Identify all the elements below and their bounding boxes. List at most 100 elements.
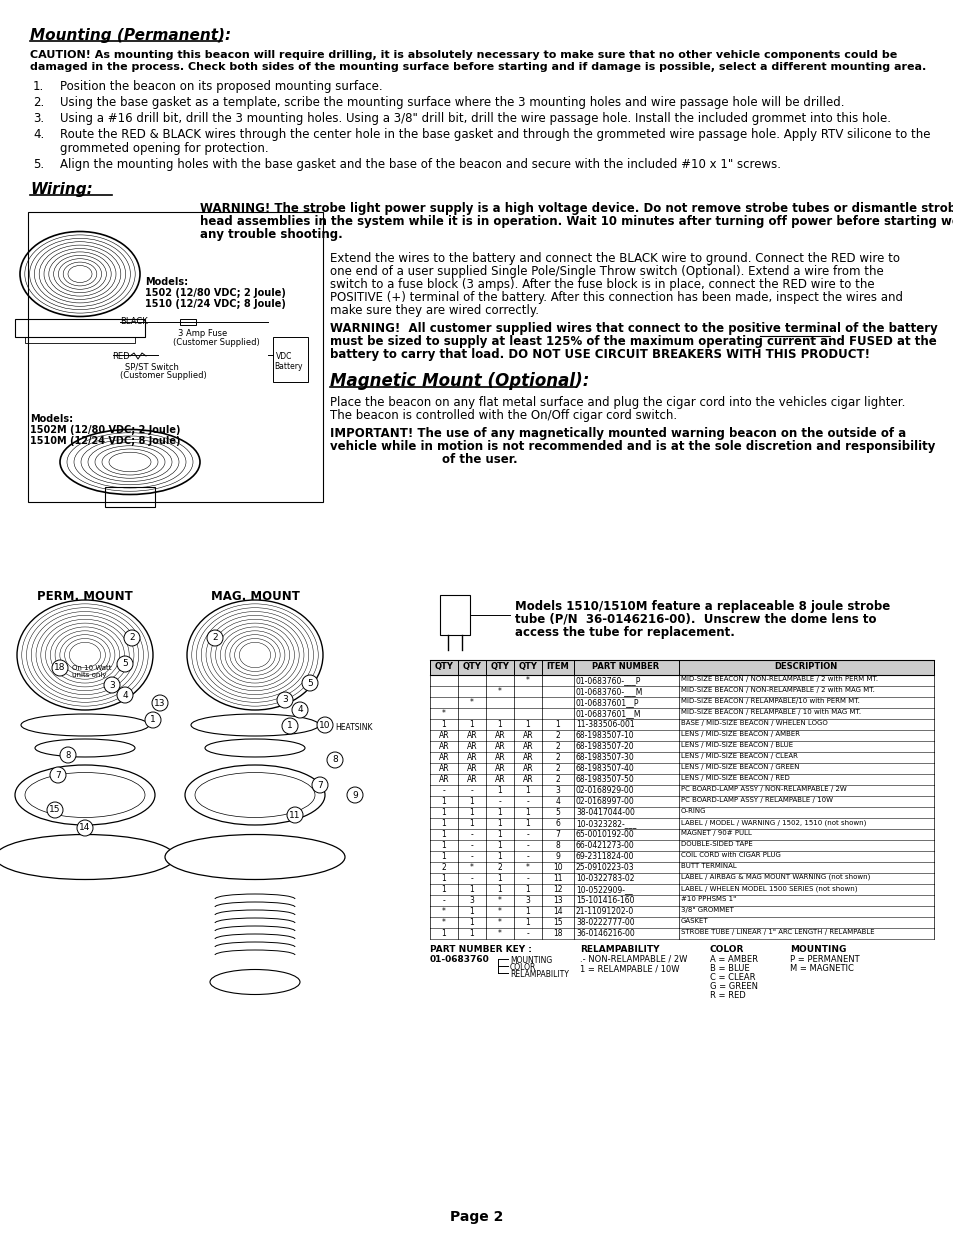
Text: PC BOARD-LAMP ASSY / NON-RELAMPABLE / 2W: PC BOARD-LAMP ASSY / NON-RELAMPABLE / 2W <box>680 785 846 792</box>
Text: 1: 1 <box>525 808 530 818</box>
Text: GASKET: GASKET <box>680 918 708 924</box>
Text: 66-0421273-00: 66-0421273-00 <box>576 841 634 850</box>
Text: 1502M (12/80 VDC; 2 Joule): 1502M (12/80 VDC; 2 Joule) <box>30 425 180 435</box>
Text: 1: 1 <box>469 906 474 916</box>
Text: POSITIVE (+) terminal of the battery. After this connection has been made, inspe: POSITIVE (+) terminal of the battery. Af… <box>330 291 902 304</box>
Text: -: - <box>526 841 529 850</box>
Text: 65-0010192-00: 65-0010192-00 <box>576 830 634 839</box>
Text: -: - <box>442 785 445 795</box>
Text: 14: 14 <box>79 824 91 832</box>
Circle shape <box>302 676 317 692</box>
Text: 01-0683760-___M: 01-0683760-___M <box>576 687 642 697</box>
Circle shape <box>312 777 328 793</box>
Text: 1: 1 <box>525 785 530 795</box>
Text: 2: 2 <box>555 742 559 751</box>
Text: 7: 7 <box>316 781 322 789</box>
Text: AR: AR <box>438 753 449 762</box>
Text: 13: 13 <box>154 699 166 708</box>
Text: 1: 1 <box>497 885 502 894</box>
Text: 8: 8 <box>332 756 337 764</box>
Text: 1: 1 <box>525 918 530 927</box>
Text: MAGNET / 90# PULL: MAGNET / 90# PULL <box>680 830 751 836</box>
Text: LABEL / AIRBAG & MAG MOUNT WARNING (not shown): LABEL / AIRBAG & MAG MOUNT WARNING (not … <box>680 874 869 881</box>
Text: DOUBLE-SIDED TAPE: DOUBLE-SIDED TAPE <box>680 841 752 847</box>
Text: RELAMPABILITY: RELAMPABILITY <box>579 945 659 953</box>
Ellipse shape <box>165 835 345 879</box>
Text: On 10 Watt
units only: On 10 Watt units only <box>71 664 112 678</box>
Text: Battery: Battery <box>274 362 302 370</box>
Text: C = CLEAR: C = CLEAR <box>709 973 755 982</box>
Text: 1: 1 <box>150 715 155 725</box>
Text: COIL CORD with CIGAR PLUG: COIL CORD with CIGAR PLUG <box>680 852 781 858</box>
Text: AR: AR <box>495 764 505 773</box>
Text: 5: 5 <box>122 659 128 668</box>
Text: BASE / MID-SIZE BEACON / WHELEN LOGO: BASE / MID-SIZE BEACON / WHELEN LOGO <box>680 720 827 726</box>
Text: 10: 10 <box>319 720 331 730</box>
Bar <box>439 595 470 635</box>
Text: 12: 12 <box>553 885 562 894</box>
Text: 2: 2 <box>441 863 446 872</box>
Text: vehicle while in motion is not recommended and is at the sole discretion and res: vehicle while in motion is not recommend… <box>330 440 934 453</box>
Text: MID-SIZE BEACON / NON-RELAMPABLE / 2 with PERM MT.: MID-SIZE BEACON / NON-RELAMPABLE / 2 wit… <box>680 676 877 682</box>
Text: 68-1983507-50: 68-1983507-50 <box>576 776 634 784</box>
Circle shape <box>347 787 363 803</box>
Text: 1510M (12/24 VDC; 8 Joule): 1510M (12/24 VDC; 8 Joule) <box>30 436 180 446</box>
Text: 1: 1 <box>441 852 446 861</box>
Text: 1: 1 <box>555 720 559 729</box>
Text: 01-0683760-___P: 01-0683760-___P <box>576 676 640 685</box>
Text: WARNING!  All customer supplied wires that connect to the positive terminal of t: WARNING! All customer supplied wires tha… <box>330 322 937 335</box>
Text: QTY: QTY <box>435 662 453 671</box>
Text: -: - <box>526 852 529 861</box>
Text: make sure they are wired correctly.: make sure they are wired correctly. <box>330 304 538 317</box>
Text: 15: 15 <box>50 805 61 815</box>
Text: 7: 7 <box>55 771 61 779</box>
Text: *: * <box>525 676 529 685</box>
Text: P = PERMANENT: P = PERMANENT <box>789 955 859 965</box>
Text: 11-383506-001: 11-383506-001 <box>576 720 634 729</box>
Text: *: * <box>470 698 474 706</box>
Text: damaged in the process. Check both sides of the mounting surface before starting: damaged in the process. Check both sides… <box>30 62 925 72</box>
Text: 1: 1 <box>441 841 446 850</box>
Text: AR: AR <box>495 731 505 740</box>
Text: 9: 9 <box>555 852 559 861</box>
Text: 1: 1 <box>441 830 446 839</box>
Text: AR: AR <box>522 731 533 740</box>
Text: 1: 1 <box>497 874 502 883</box>
Circle shape <box>117 656 132 672</box>
Text: *: * <box>441 709 445 718</box>
Text: *: * <box>497 918 501 927</box>
Text: 02-0168929-00: 02-0168929-00 <box>576 785 634 795</box>
Text: 1: 1 <box>497 852 502 861</box>
Text: AR: AR <box>466 764 476 773</box>
Text: R = RED: R = RED <box>709 990 745 1000</box>
Text: 3: 3 <box>525 897 530 905</box>
Text: The beacon is controlled with the On/Off cigar cord switch.: The beacon is controlled with the On/Off… <box>330 409 677 422</box>
Text: LABEL / MODEL / WARNING / 1502, 1510 (not shown): LABEL / MODEL / WARNING / 1502, 1510 (no… <box>680 819 865 825</box>
Text: -: - <box>470 852 473 861</box>
Text: 10: 10 <box>553 863 562 872</box>
Text: COLOR: COLOR <box>510 963 536 972</box>
Text: one end of a user supplied Single Pole/Single Throw switch (Optional). Extend a : one end of a user supplied Single Pole/S… <box>330 266 882 278</box>
Text: 1: 1 <box>441 797 446 806</box>
Text: 8: 8 <box>65 751 71 760</box>
Text: AR: AR <box>438 776 449 784</box>
Ellipse shape <box>21 714 149 736</box>
Text: AR: AR <box>522 742 533 751</box>
Ellipse shape <box>15 764 154 825</box>
Text: 21-11091202-0: 21-11091202-0 <box>576 906 634 916</box>
Text: 3: 3 <box>555 785 559 795</box>
Text: 10-0522909-__: 10-0522909-__ <box>576 885 632 894</box>
Text: LENS / MID-SIZE BEACON / GREEN: LENS / MID-SIZE BEACON / GREEN <box>680 764 799 769</box>
Text: 2: 2 <box>555 753 559 762</box>
Text: 01-0683760: 01-0683760 <box>430 955 489 965</box>
Ellipse shape <box>185 764 325 825</box>
Text: AR: AR <box>522 776 533 784</box>
Text: Position the beacon on its proposed mounting surface.: Position the beacon on its proposed moun… <box>60 80 382 93</box>
Ellipse shape <box>0 835 174 879</box>
Circle shape <box>282 718 297 734</box>
Bar <box>28 212 323 501</box>
Text: 4: 4 <box>297 705 302 715</box>
Text: 02-0168997-00: 02-0168997-00 <box>576 797 634 806</box>
Text: -: - <box>526 797 529 806</box>
Text: 1.: 1. <box>33 80 44 93</box>
